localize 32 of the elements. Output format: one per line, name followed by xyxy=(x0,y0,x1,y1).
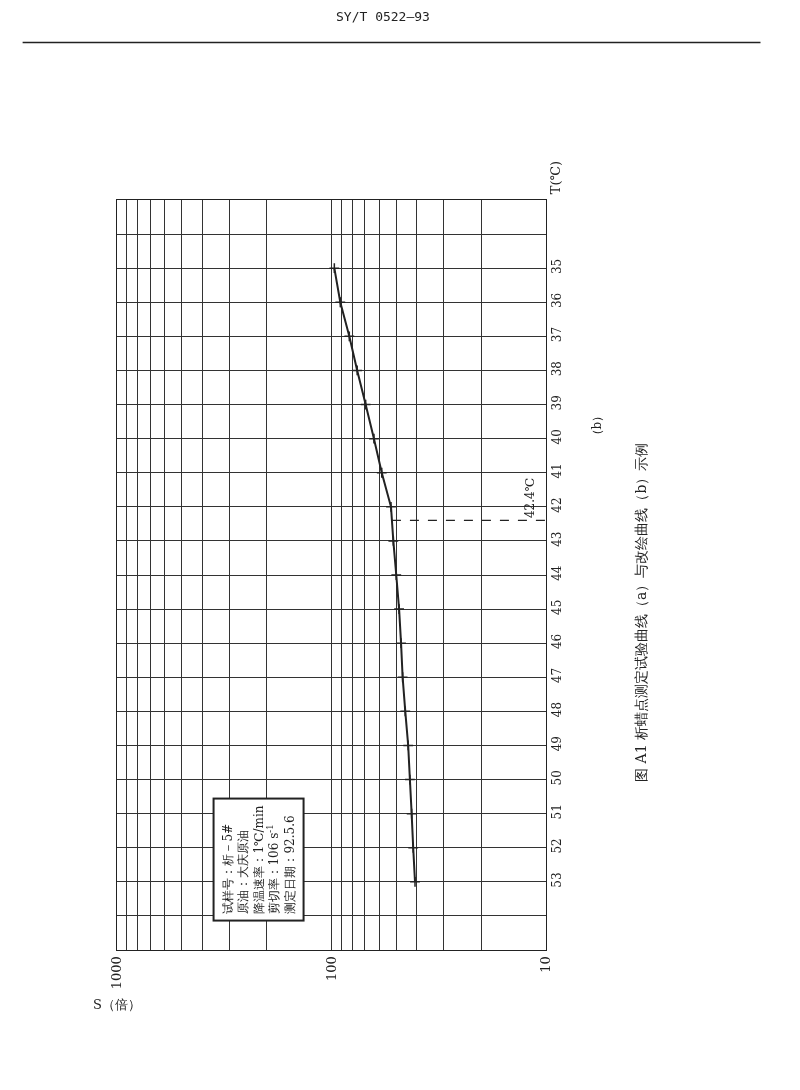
y-tick-label: 48 xyxy=(550,701,565,718)
text: （b） xyxy=(590,409,605,442)
y-tick-label: 44 xyxy=(550,565,565,581)
x-axis-title: S（倍） xyxy=(93,997,141,1012)
annotation: 降温速率：1℃/min xyxy=(251,805,266,914)
y-tick-label: 39 xyxy=(550,395,565,411)
y-axis-title: T(℃) xyxy=(547,160,563,195)
x-tick-label: 1000 xyxy=(109,956,125,990)
y-tick-label: 42 xyxy=(550,497,565,513)
y-tick-label: 52 xyxy=(550,838,565,854)
y-tick-label: 53 xyxy=(550,872,565,888)
y-tick-label: 41 xyxy=(550,463,565,479)
text: SY/T 0522—93 xyxy=(336,9,430,24)
annotation: 测定日期：92.5.6 xyxy=(282,815,297,914)
y-tick-label: 38 xyxy=(550,361,565,377)
y-tick-label: 37 xyxy=(550,326,565,343)
y-tick-label: 36 xyxy=(550,292,565,309)
y-tick-label: 49 xyxy=(550,736,565,752)
x-tick-label: 100 xyxy=(323,956,339,982)
y-tick-label: 51 xyxy=(550,804,565,820)
y-tick-label: 43 xyxy=(550,531,565,547)
annotation: 原油：大庆原油 xyxy=(236,829,251,914)
text: 图 A1 析蜡点测定试验曲线（a）与改绘曲线（b）示例 xyxy=(632,442,649,782)
y-tick-label: 50 xyxy=(550,770,565,786)
y-tick-label: 47 xyxy=(550,667,565,684)
ref-line-label: 42.4℃ xyxy=(523,477,538,519)
y-tick-label: 46 xyxy=(550,633,565,650)
y-tick-label: 45 xyxy=(550,599,565,615)
annotation: 试样号：析－5# xyxy=(220,823,235,914)
y-tick-label: 40 xyxy=(550,429,565,445)
y-tick-label: 35 xyxy=(550,258,565,275)
x-tick-label: 10 xyxy=(538,956,554,973)
